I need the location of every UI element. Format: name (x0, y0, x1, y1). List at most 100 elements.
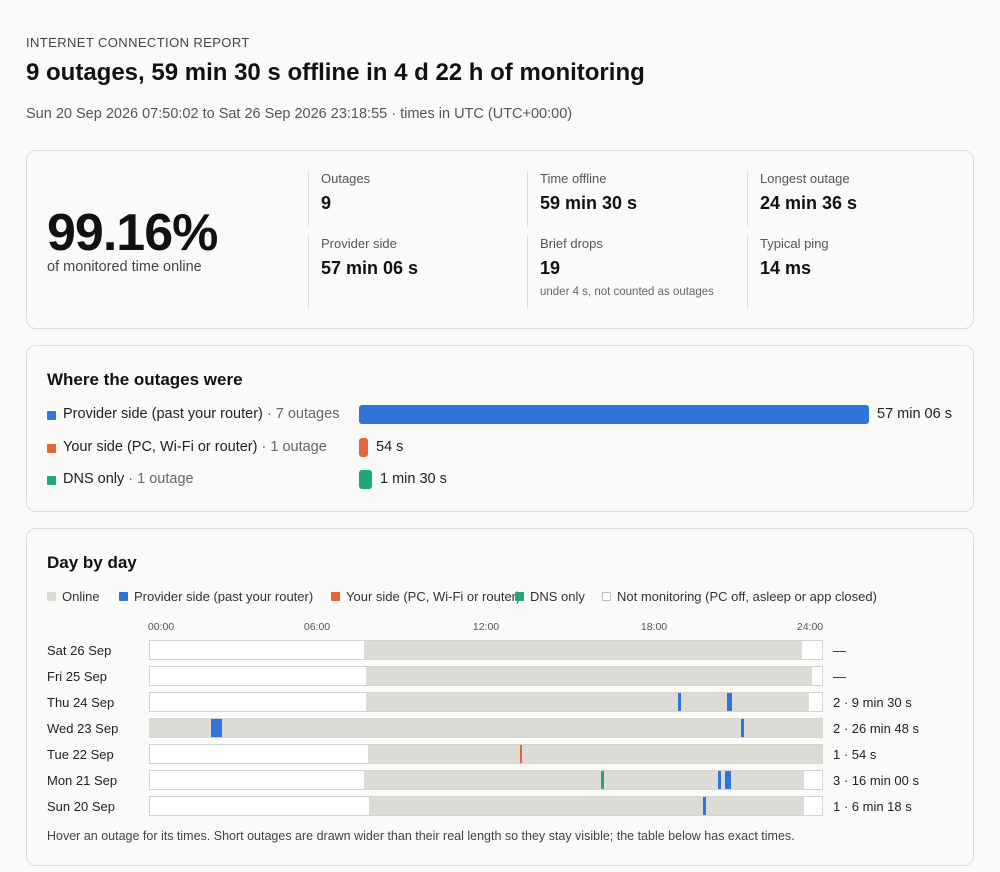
stat-brief-drops: Brief drops 19 under 4 s, not counted as… (527, 236, 733, 308)
time-axis: 00:00 06:00 12:00 18:00 24:00 (147, 621, 824, 635)
legend-online: Online (47, 589, 100, 604)
stat-value: 19 (540, 258, 561, 278)
day-timeline (149, 692, 823, 712)
day-summary: 3 · 16 min 00 s (833, 773, 919, 788)
day-row: Wed 23 Sep 2 · 26 min 48 s (47, 718, 947, 738)
online-segment (150, 719, 822, 737)
legend-swatch (515, 592, 524, 601)
day-timeline (149, 640, 823, 660)
where-bar (359, 438, 368, 457)
day-timeline (149, 770, 823, 790)
report-range: Sun 20 Sep 2026 07:50:02 to Sat 26 Sep 2… (26, 106, 573, 122)
yourside-swatch (47, 444, 56, 453)
day-summary: 1 · 6 min 18 s (833, 799, 912, 814)
legend-not-monitoring: Not monitoring (PC off, asleep or app cl… (602, 589, 877, 604)
day-row: Mon 21 Sep 3 · 16 min 00 s (47, 770, 947, 790)
day-row: Thu 24 Sep 2 · 9 min 30 s (47, 692, 947, 712)
online-segment (364, 641, 803, 659)
stat-note: under 4 s, not counted as outages (540, 286, 714, 298)
day-timeline (149, 796, 823, 816)
where-row-provider[interactable]: Provider side (past your router) · 7 out… (47, 404, 957, 426)
days-footnote: Hover an outage for its times. Short out… (47, 829, 795, 843)
uptime-label: of monitored time online (47, 259, 202, 275)
online-segment (364, 771, 804, 789)
axis-tick: 18:00 (640, 621, 668, 633)
day-row: Sat 26 Sep — (47, 640, 947, 660)
day-summary: 2 · 26 min 48 s (833, 721, 919, 736)
axis-tick: 24:00 (796, 621, 824, 633)
day-summary: — (833, 643, 846, 658)
axis-tick: 12:00 (472, 621, 500, 633)
day-label: Mon 21 Sep (47, 773, 118, 788)
where-row-value: 57 min 06 s (877, 406, 952, 422)
day-by-day-card: Day by day Online Provider side (past yo… (26, 528, 974, 866)
stat-value: 57 min 06 s (321, 258, 419, 278)
outage-marker-provider[interactable] (726, 693, 732, 711)
stat-value: 9 (321, 193, 332, 213)
online-segment (368, 745, 822, 763)
axis-tick: 06:00 (303, 621, 331, 633)
uptime-percent: 99.16% (47, 204, 218, 262)
day-label: Sat 26 Sep (47, 643, 112, 658)
stat-label: Brief drops (540, 236, 603, 251)
day-timeline (149, 744, 823, 764)
report-eyebrow: INTERNET CONNECTION REPORT (26, 35, 250, 50)
outage-marker-provider[interactable] (718, 771, 722, 789)
outage-marker-yourside[interactable] (519, 745, 523, 763)
day-label: Wed 23 Sep (47, 721, 119, 736)
stat-provider-side: Provider side 57 min 06 s (308, 236, 514, 308)
report-headline: 9 outages, 59 min 30 s offline in 4 d 22… (26, 59, 645, 86)
provider-swatch (47, 411, 56, 420)
stat-value: 59 min 30 s (540, 193, 638, 213)
legend-provider: Provider side (past your router) (119, 589, 313, 604)
day-row: Fri 25 Sep — (47, 666, 947, 686)
stat-value: 14 ms (760, 258, 812, 278)
where-bar (359, 405, 869, 424)
online-segment (369, 797, 804, 815)
stat-label: Time offline (540, 171, 607, 186)
stat-time-offline: Time offline 59 min 30 s (527, 171, 733, 227)
axis-tick: 00:00 (147, 621, 175, 633)
stat-label: Longest outage (760, 171, 850, 186)
stat-label: Typical ping (760, 236, 829, 251)
day-timeline (149, 718, 823, 738)
stat-typical-ping: Typical ping 14 ms (747, 236, 953, 308)
day-summary: — (833, 669, 846, 684)
where-title: Where the outages were (47, 370, 243, 389)
stat-label: Provider side (321, 236, 397, 251)
legend-swatch (602, 592, 611, 601)
outage-marker-provider[interactable] (210, 719, 223, 737)
outage-marker-dns[interactable] (600, 771, 604, 789)
dns-swatch (47, 476, 56, 485)
stat-label: Outages (321, 171, 371, 186)
stat-longest-outage: Longest outage 24 min 36 s (747, 171, 953, 227)
outage-marker-provider[interactable] (678, 693, 681, 711)
where-card: Where the outages were Provider side (pa… (26, 345, 974, 512)
where-row-value: 54 s (376, 439, 404, 455)
legend-swatch (331, 592, 340, 601)
where-row-dns[interactable]: DNS only · 1 outage 1 min 30 s (47, 469, 957, 491)
day-row: Sun 20 Sep 1 · 6 min 18 s (47, 796, 947, 816)
where-row-label: Provider side (past your router) · 7 out… (63, 406, 340, 422)
days-title: Day by day (47, 553, 137, 572)
outage-marker-provider[interactable] (740, 719, 744, 737)
where-bar (359, 470, 372, 489)
legend-yourside: Your side (PC, Wi-Fi or router) (331, 589, 520, 604)
online-segment (366, 693, 810, 711)
stat-outages: Outages 9 (308, 171, 514, 227)
summary-card: 99.16% of monitored time online Outages … (26, 150, 974, 329)
where-row-label: DNS only · 1 outage (63, 471, 194, 487)
online-segment (366, 667, 813, 685)
day-label: Sun 20 Sep (47, 799, 115, 814)
legend-dns: DNS only (515, 589, 585, 604)
outage-marker-provider[interactable] (703, 797, 707, 815)
day-label: Fri 25 Sep (47, 669, 107, 684)
outage-marker-provider[interactable] (725, 771, 731, 789)
where-row-value: 1 min 30 s (380, 471, 447, 487)
legend-swatch (47, 592, 56, 601)
day-summary: 2 · 9 min 30 s (833, 695, 912, 710)
day-timeline (149, 666, 823, 686)
where-row-label: Your side (PC, Wi-Fi or router) · 1 outa… (63, 439, 327, 455)
where-row-yourside[interactable]: Your side (PC, Wi-Fi or router) · 1 outa… (47, 437, 957, 459)
day-row: Tue 22 Sep 1 · 54 s (47, 744, 947, 764)
